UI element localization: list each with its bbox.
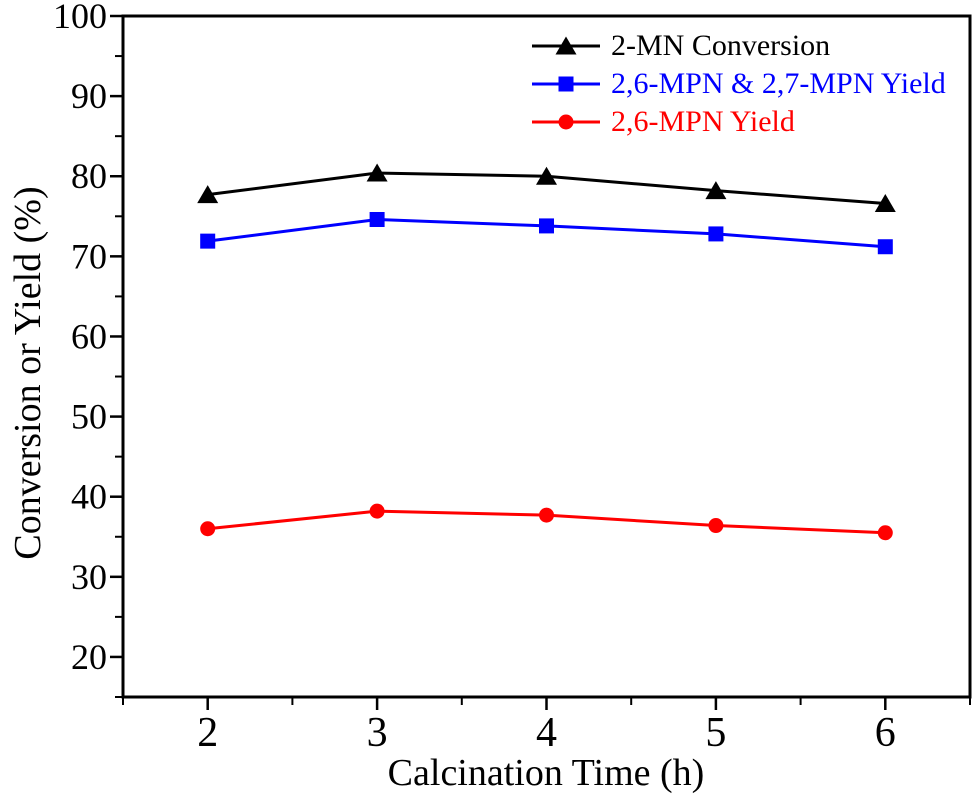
legend-item: 2-MN Conversion [530, 27, 946, 65]
series-2-6-mpn-2-7-mpn-yield [200, 211, 893, 255]
triangle-marker [366, 163, 388, 182]
x-tick-label: 4 [536, 710, 557, 756]
circle-marker [558, 114, 574, 130]
y-tick-label: 70 [71, 236, 107, 276]
y-tick-label: 40 [71, 477, 107, 517]
square-marker [369, 211, 385, 227]
x-tick-label: 3 [367, 710, 388, 756]
x-axis-title: Calcination Time (h) [388, 752, 705, 794]
y-axis-title: Conversion or Yield (%) [7, 186, 49, 559]
legend: 2-MN Conversion 2,6-MPN & 2,7-MPN Yield … [530, 27, 946, 141]
circle-marker [200, 521, 216, 537]
plot-frame [121, 14, 972, 699]
y-tick-label: 80 [71, 156, 107, 196]
circle-marker [369, 503, 385, 519]
y-tick-label: 20 [71, 637, 107, 677]
circle-marker [877, 525, 893, 541]
x-tick-label: 2 [197, 710, 218, 756]
series-2-mn-conversion [197, 163, 896, 212]
triangle-marker [197, 185, 219, 204]
y-axis-ticks: 20 30 40 50 60 70 80 90 100 [53, 0, 123, 698]
legend-key-square-icon [532, 76, 600, 92]
square-marker [708, 226, 724, 242]
legend-label: 2-MN Conversion [611, 29, 831, 62]
legend-key-circle-icon [532, 114, 600, 130]
legend-key-triangle-icon [532, 36, 600, 55]
triangle-marker [705, 181, 727, 200]
square-marker [539, 218, 554, 234]
y-tick-label: 90 [71, 76, 107, 116]
y-tick-label: 30 [71, 557, 107, 597]
square-marker [558, 76, 574, 92]
circle-marker [539, 507, 554, 523]
legend-item: 2,6-MPN & 2,7-MPN Yield [530, 65, 946, 103]
triangle-marker [555, 36, 577, 55]
x-axis-ticks: 2 3 4 5 6 [122, 697, 971, 756]
y-tick-label: 100 [53, 0, 107, 36]
y-tick-label: 50 [71, 397, 107, 437]
triangle-marker [536, 166, 557, 185]
square-marker [877, 239, 893, 255]
square-marker [200, 233, 216, 249]
triangle-marker [874, 193, 896, 212]
legend-label: 2,6-MPN Yield [611, 105, 795, 138]
legend-label: 2,6-MPN & 2,7-MPN Yield [611, 67, 946, 100]
circle-marker [708, 518, 724, 534]
series-2-6-mpn-yield [200, 503, 893, 541]
x-tick-label: 6 [875, 710, 896, 756]
x-tick-label: 5 [705, 710, 726, 756]
y-tick-label: 60 [71, 316, 107, 356]
legend-item: 2,6-MPN Yield [530, 103, 946, 141]
